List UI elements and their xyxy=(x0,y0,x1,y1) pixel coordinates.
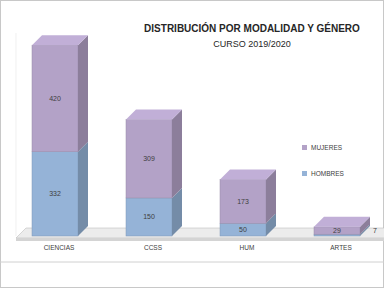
data-label: 29 xyxy=(333,227,341,234)
bar-front xyxy=(32,45,78,152)
legend-label: HOMBRES xyxy=(311,170,345,177)
subtitle: CURSO 2019/2020 xyxy=(213,39,291,49)
data-label: 309 xyxy=(143,155,155,162)
bar-front xyxy=(126,120,172,198)
bar-segment xyxy=(314,217,370,234)
bar-top xyxy=(126,110,182,120)
data-label: 420 xyxy=(49,95,61,102)
bar-segment xyxy=(126,110,182,198)
bar-side xyxy=(78,35,88,152)
labels: 332 420 CIENCIAS 150 309 CCSS 50 173 HUM 7 29 ARTES xyxy=(44,95,377,251)
legend-swatch xyxy=(302,145,307,150)
bar-top xyxy=(220,169,276,179)
legend-swatch xyxy=(302,171,307,176)
bar-top xyxy=(314,217,370,227)
bar-segment xyxy=(32,142,88,236)
x-tick-label: CCSS xyxy=(144,244,163,251)
x-tick-label: HUM xyxy=(240,244,255,251)
bar-front xyxy=(32,152,78,236)
data-label: 150 xyxy=(143,213,155,220)
frame xyxy=(1,1,384,288)
bar-front xyxy=(126,198,172,236)
data-label: 50 xyxy=(239,226,247,233)
value-axis xyxy=(16,33,17,236)
bar-front xyxy=(220,223,266,236)
bar-segment xyxy=(32,35,88,152)
x-tick-label: CIENCIAS xyxy=(44,244,75,251)
data-label: 332 xyxy=(49,190,61,197)
title: DISTRIBUCIÓN POR MODALIDAD Y GÉNERO xyxy=(144,22,360,34)
bar-segment xyxy=(220,169,276,223)
x-tick-label: ARTES xyxy=(330,244,352,251)
bar-front xyxy=(220,179,266,223)
data-label: 7 xyxy=(373,227,377,234)
bar-side xyxy=(172,110,182,198)
frame-line xyxy=(0,262,384,263)
bar-front xyxy=(314,234,360,236)
data-label: 173 xyxy=(237,198,249,205)
legend: MUJERES HOMBRES xyxy=(302,144,345,177)
floor-edge xyxy=(16,238,384,241)
bar-top xyxy=(32,35,88,45)
chart: 332 420 CIENCIAS 150 309 CCSS 50 173 HUM 7 29 ARTES… xyxy=(0,0,384,288)
bar-front xyxy=(314,227,360,234)
bar-side xyxy=(78,142,88,236)
legend-label: MUJERES xyxy=(311,144,343,151)
bars xyxy=(32,35,370,236)
